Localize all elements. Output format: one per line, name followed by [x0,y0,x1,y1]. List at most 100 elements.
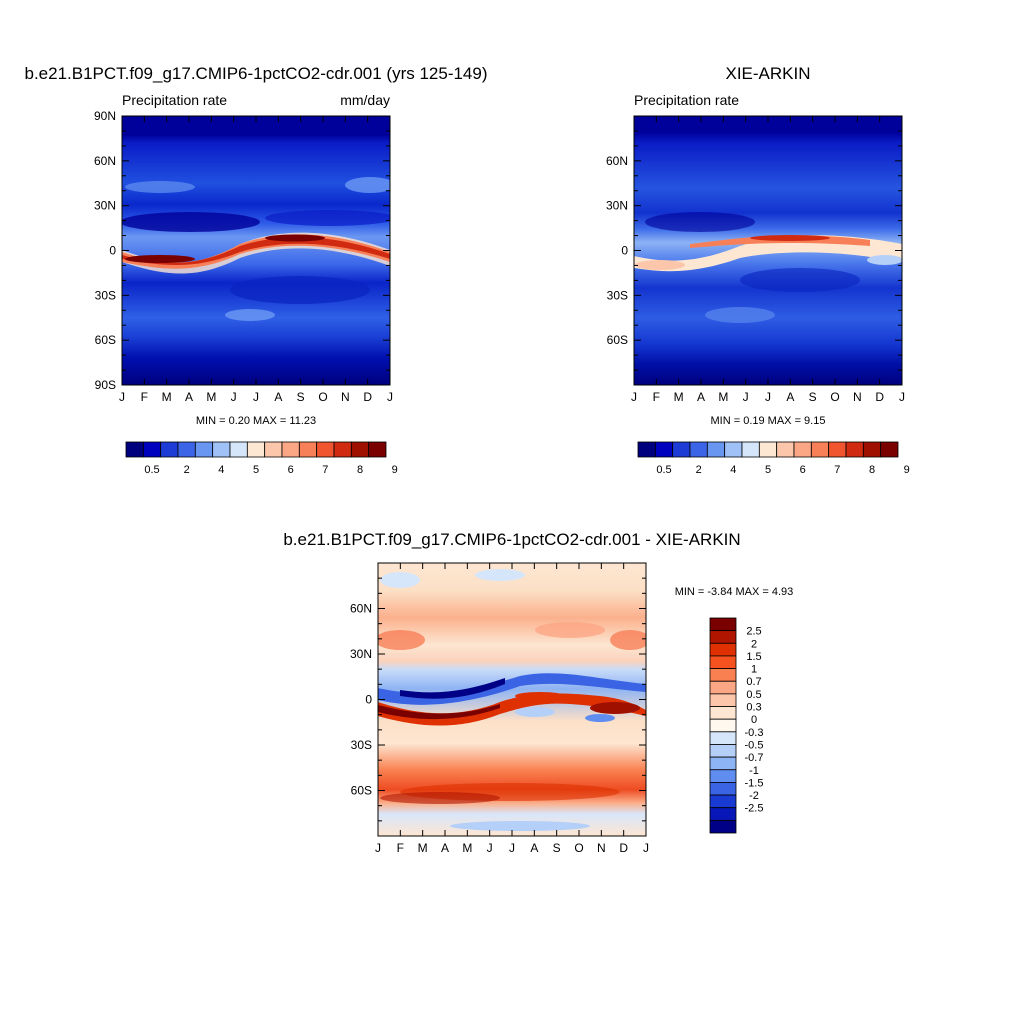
y-tick-label: 30N [94,199,116,213]
x-tick-label: D [363,390,372,404]
x-tick-label: A [530,841,538,855]
x-tick-label: D [875,390,884,404]
colorbar-swatch [709,718,737,733]
y-tick-label: 0 [365,693,372,707]
colorbar-label: 0.5 [656,464,671,476]
colorbar-label: 0 [751,714,757,726]
colorbar-swatch [689,441,708,458]
x-tick-label: M [418,841,428,855]
x-tick-label: F [653,390,660,404]
y-tick-label: 60N [350,602,372,616]
x-tick-label: S [297,390,305,404]
colorbar-label: 9 [392,464,398,476]
colorbar-swatch [654,441,674,458]
colorbar-diff: 2.521.510.70.50.30-0.3-0.5-0.7-1-1.5-2-2… [709,617,764,834]
colorbar-swatch [368,441,387,458]
y-tick-label: 90N [94,109,116,123]
y-tick-label: 30N [606,199,628,213]
colorbar-swatch [709,680,737,695]
colorbar-swatch [709,642,737,657]
colorbar-label: 8 [869,464,875,476]
x-tick-label: A [185,390,193,404]
x-tick-label: J [231,390,237,404]
x-tick-label: S [553,841,561,855]
panel-title-diff: b.e21.B1PCT.f09_g17.CMIP6-1pctCO2-cdr.00… [283,530,740,549]
colorbar-swatch [246,441,266,458]
colorbar-label: 9 [904,464,910,476]
x-tick-label: J [743,390,749,404]
colorbar-label: 0.7 [746,676,761,688]
y-tick-label: 90S [95,378,116,392]
panel-title-model: b.e21.B1PCT.f09_g17.CMIP6-1pctCO2-cdr.00… [24,64,487,83]
colorbar-label: -0.7 [745,752,764,764]
panel-variable-label-model: Precipitation rate [122,92,227,108]
colorbar-label: 7 [834,464,840,476]
colorbar-label: 4 [730,464,736,476]
colorbar-swatch [724,441,743,458]
colorbar-label: 0.5 [746,689,761,701]
stats-model: MIN = 0.20 MAX = 11.23 [196,415,316,427]
x-tick-label: M [462,841,472,855]
colorbar-swatch [281,441,300,458]
colorbar-swatch [125,441,144,458]
x-tick-label: F [141,390,148,404]
colorbar-swatch [828,441,847,458]
colorbar-swatch [709,819,737,834]
y-tick-label: 30S [607,288,628,302]
colorbar-swatch [776,441,795,458]
colorbar-label: 2 [751,638,757,650]
colorbar-swatch [880,441,899,458]
colorbar-swatch [845,441,864,458]
colorbar-label: 7 [322,464,328,476]
colorbar-label: 4 [218,464,224,476]
x-tick-label: M [718,390,728,404]
x-tick-label: M [206,390,216,404]
colorbar-label: -1.5 [745,777,764,789]
y-tick-label: 60S [351,784,372,798]
x-tick-label: N [341,390,350,404]
panel-title-obs: XIE-ARKIN [725,64,810,83]
colorbar-swatch [316,441,335,458]
x-tick-label: J [387,390,393,404]
y-tick-label: 30N [350,647,372,661]
panel-variable-label-obs: Precipitation rate [634,92,739,108]
x-tick-label: A [786,390,794,404]
x-tick-label: J [375,841,381,855]
x-tick-label: J [899,390,905,404]
colorbar-swatch [709,756,737,771]
colorbar-swatch [229,441,248,458]
stats-diff: MIN = -3.84 MAX = 4.93 [675,586,794,598]
x-tick-label: J [509,841,515,855]
x-tick-label: A [697,390,705,404]
contour-field-diff [378,563,646,836]
colorbar-label: 1.5 [746,651,761,663]
colorbar-swatch [810,441,830,458]
colorbar-label: 1 [751,664,757,676]
colorbar-swatch [637,441,656,458]
y-tick-label: 60N [94,154,116,168]
colorbar-label: 2 [696,464,702,476]
colorbar-swatch [160,441,179,458]
contour-field-model [122,116,390,385]
colorbar-model: 0.5 2 4 5 6 7 8 9 [125,441,398,476]
colorbar-label: -2.5 [745,803,764,815]
y-tick-label: 30S [351,738,372,752]
colorbar-label: -0.3 [745,727,764,739]
x-tick-label: N [597,841,606,855]
y-tick-label: 0 [621,244,628,258]
x-tick-label: O [830,390,839,404]
colorbar-label: 6 [288,464,294,476]
x-tick-label: F [397,841,404,855]
colorbar-swatch [709,630,737,644]
x-tick-label: O [318,390,327,404]
colorbar-swatch [862,441,882,458]
colorbar-swatch [709,769,737,783]
x-tick-label: S [809,390,817,404]
x-tick-label: J [631,390,637,404]
y-tick-label: 60S [607,333,628,347]
x-tick-label: O [574,841,583,855]
x-tick-label: A [274,390,282,404]
